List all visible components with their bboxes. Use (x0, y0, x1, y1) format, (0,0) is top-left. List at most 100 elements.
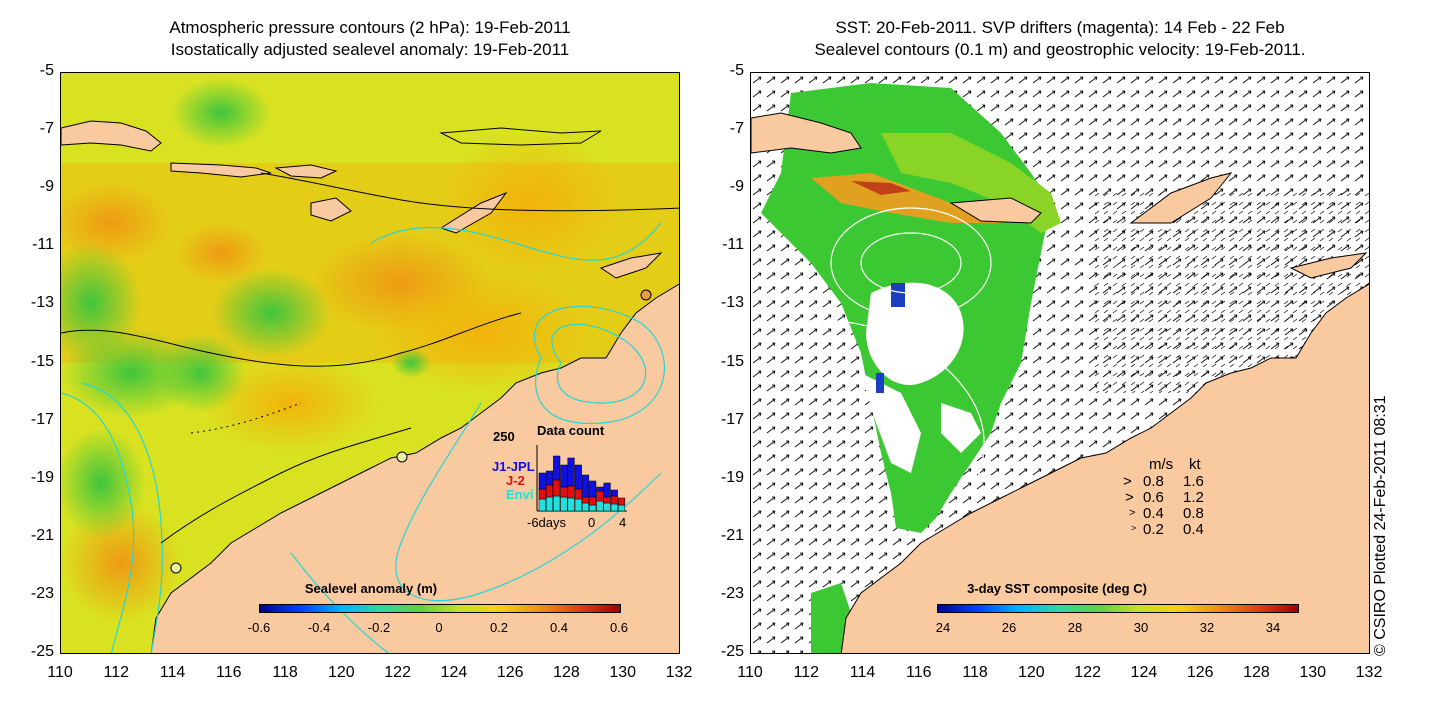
right-map-graphic (751, 73, 1369, 653)
y-tick-label: -9 (39, 178, 54, 196)
y-tick-label: -21 (720, 526, 744, 544)
data-count-bar (560, 496, 568, 512)
y-tick-label: -17 (720, 410, 744, 428)
y-tick-label: -21 (30, 526, 54, 544)
velocity-legend-arrow-icon: > (1125, 489, 1134, 506)
right-colorbar-label: 32 (1199, 620, 1215, 635)
data-count-bar (589, 496, 597, 506)
data-count-bar (538, 472, 546, 490)
left-title-line1: Atmospheric pressure contours (2 hPa): 1… (169, 18, 571, 37)
data-count-bar (560, 486, 568, 498)
right-colorbar-label: 34 (1265, 620, 1281, 635)
data-count-x-zero: 0 (588, 515, 596, 530)
velocity-legend-kt: 1.2 (1183, 489, 1204, 506)
left-title-line2: Isostatically adjusted sealevel anomaly:… (170, 40, 570, 59)
x-tick-label: 128 (1243, 664, 1270, 681)
data-count-series-envi: Envi (506, 487, 534, 502)
y-tick-label: -13 (720, 294, 744, 312)
right-title-line1: SST: 20-Feb-2011. SVP drifters (magenta)… (835, 18, 1285, 37)
data-count-bar (538, 488, 546, 500)
data-count-bar (581, 496, 590, 504)
x-tick-label: 126 (496, 664, 524, 681)
y-tick-label: -7 (39, 120, 54, 138)
y-tick-label: -19 (720, 468, 744, 486)
right-colorbar-label: 28 (1067, 620, 1083, 635)
x-tick-label: 110 (47, 664, 73, 681)
x-tick-label: 116 (906, 664, 932, 681)
x-tick-label: 114 (849, 664, 876, 681)
y-tick-label: -19 (30, 468, 54, 486)
left-colorbar (259, 604, 621, 613)
data-count-bar (603, 482, 611, 498)
x-tick-label: 132 (1355, 664, 1383, 681)
x-tick-label: 126 (1186, 664, 1214, 681)
data-count-series-j2: J-2 (506, 473, 525, 488)
data-count-bars (536, 445, 627, 512)
data-count-bar (596, 486, 604, 492)
x-tick-label: 118 (272, 664, 298, 681)
y-tick-label: -15 (720, 352, 744, 370)
x-tick-label: 112 (793, 664, 820, 681)
data-count-bar (574, 464, 582, 490)
y-tick-label: -7 (729, 120, 744, 138)
data-count-bar (553, 479, 561, 497)
data-count-x-end: 4 (619, 515, 627, 530)
velocity-legend-kt: 0.8 (1183, 505, 1204, 522)
data-count-bar (581, 474, 590, 498)
right-colorbar-title: 3-day SST composite (deg C) (967, 581, 1147, 596)
y-tick-label: -11 (32, 236, 54, 254)
data-count-bar (610, 503, 618, 512)
x-tick-label: 124 (1130, 664, 1158, 681)
x-tick-label: 132 (665, 664, 693, 681)
right-map-sst: m/s kt > 0.8 1.6 > 0.6 1.2 > 0.4 0.8 > 0… (750, 72, 1370, 654)
data-count-bar (574, 498, 582, 512)
x-tick-label: 112 (103, 664, 130, 681)
data-count-bar (538, 498, 546, 512)
left-colorbar-label: 0.6 (609, 620, 629, 635)
data-count-bar (581, 502, 590, 512)
x-tick-label: 120 (328, 664, 355, 681)
left-map-sealevel-anomaly: 250 Data count J1-JPL J-2 Envi -6days 0 … (60, 72, 680, 654)
velocity-legend-arrow-icon: > (1123, 473, 1132, 490)
right-colorbar-label: 30 (1133, 620, 1149, 635)
data-count-bar (596, 490, 604, 502)
velocity-legend-ms: 0.6 (1143, 489, 1164, 506)
left-colorbar-label: -0.2 (367, 620, 391, 635)
data-count-bar (589, 504, 597, 512)
right-colorbar (937, 604, 1299, 613)
x-tick-label: 118 (962, 664, 988, 681)
data-count-bar (545, 484, 554, 498)
velocity-legend-header-kt: kt (1189, 456, 1201, 473)
left-map-graphic (61, 73, 679, 653)
x-tick-label: 130 (1299, 664, 1327, 681)
data-count-series-j1: J1-JPL (492, 459, 535, 474)
y-tick-label: -9 (729, 178, 744, 196)
right-title-line2: Sealevel contours (0.1 m) and geostrophi… (814, 40, 1306, 59)
data-count-bar (545, 470, 554, 486)
y-tick-label: -11 (722, 236, 744, 254)
data-count-bar (603, 496, 611, 504)
y-tick-label: -23 (720, 584, 744, 602)
velocity-legend-ms: 0.4 (1143, 505, 1164, 522)
data-count-bar (574, 488, 582, 500)
x-tick-label: 122 (384, 664, 411, 681)
y-tick-label: -25 (720, 643, 744, 660)
y-tick-label: -23 (30, 584, 54, 602)
data-count-bar (545, 496, 554, 512)
x-tick-label: 124 (440, 664, 468, 681)
velocity-legend-arrow-icon: > (1131, 523, 1137, 533)
data-count-bar (589, 480, 597, 498)
data-count-bar (553, 495, 561, 512)
left-colorbar-label: 0.2 (489, 620, 509, 635)
velocity-legend-header-ms: m/s (1149, 456, 1174, 473)
data-count-ymax: 250 (493, 429, 515, 444)
left-colorbar-label: -0.6 (247, 620, 271, 635)
x-tick-label: 110 (737, 664, 763, 681)
x-tick-label: 120 (1018, 664, 1045, 681)
velocity-legend-arrow-icon: > (1129, 507, 1136, 519)
left-colorbar-label: -0.4 (307, 620, 331, 635)
data-count-bar (596, 500, 604, 512)
data-count-title: Data count (537, 423, 605, 438)
data-count-x-start: -6days (527, 515, 567, 530)
data-count-bar (567, 457, 575, 487)
